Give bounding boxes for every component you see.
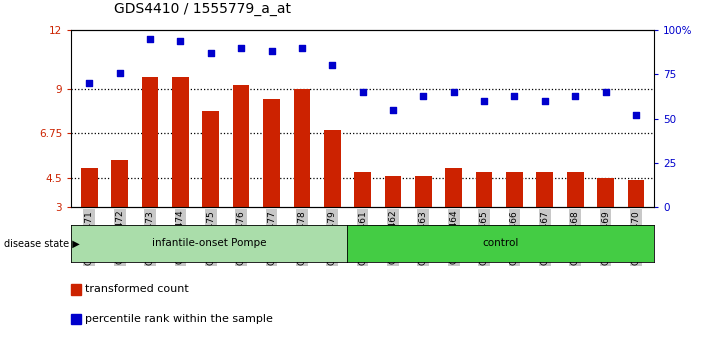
Bar [476,172,493,207]
Bar [445,168,462,207]
Bar [263,99,280,207]
Bar [567,172,584,207]
Point [235,45,247,51]
Bar [172,77,188,207]
Point [600,89,611,95]
Bar [506,172,523,207]
Point [84,80,95,86]
Point [448,89,459,95]
Text: disease state ▶: disease state ▶ [4,238,80,249]
Text: percentile rank within the sample: percentile rank within the sample [85,314,273,324]
Bar [232,85,250,207]
Point [326,63,338,68]
Point [296,45,308,51]
Point [266,48,277,54]
Bar [203,111,219,207]
Bar [324,130,341,207]
Point [175,38,186,44]
Point [205,50,216,56]
Point [144,36,156,42]
Text: control: control [483,238,519,249]
Text: transformed count: transformed count [85,284,189,295]
Bar [354,172,371,207]
Bar [537,172,553,207]
Point [570,93,581,98]
Point [539,98,550,104]
Bar [597,178,614,207]
Bar [81,168,97,207]
Point [387,107,399,113]
Point [417,93,429,98]
Bar [112,160,128,207]
Bar [415,176,432,207]
Bar [294,89,310,207]
Point [630,112,641,118]
Point [479,98,490,104]
Bar [71,314,81,324]
Bar [385,176,401,207]
Bar [628,179,644,207]
Text: infantile-onset Pompe: infantile-onset Pompe [152,238,267,249]
Point [114,70,125,75]
Point [357,89,368,95]
Text: GDS4410 / 1555779_a_at: GDS4410 / 1555779_a_at [114,2,291,16]
Bar [71,284,81,295]
Point [509,93,520,98]
Bar [141,77,159,207]
